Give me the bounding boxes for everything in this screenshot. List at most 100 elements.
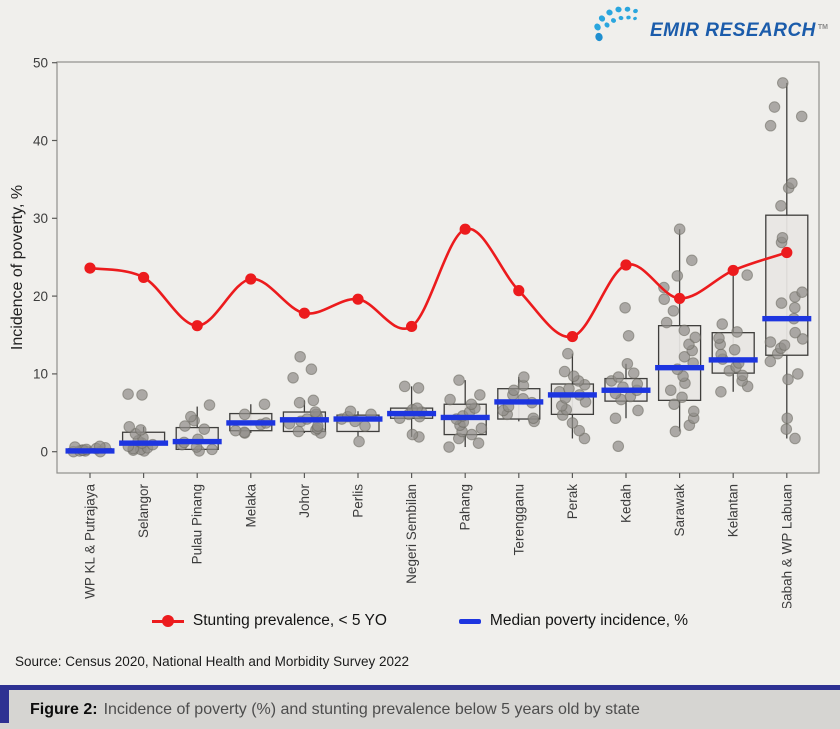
district-point <box>664 384 677 397</box>
median-bar <box>65 448 115 454</box>
district-point <box>307 394 320 407</box>
district-point <box>736 369 749 382</box>
district-point <box>776 231 789 244</box>
stunting-line <box>89 227 788 338</box>
district-point <box>741 269 753 281</box>
x-axis-label: Melaka <box>243 484 258 528</box>
stunting-point <box>620 259 632 271</box>
district-point <box>780 423 793 435</box>
median-bar <box>333 416 383 422</box>
district-point <box>658 281 670 294</box>
district-point <box>778 339 791 351</box>
figure-caption-bar: Figure 2: Incidence of poverty (%) and st… <box>0 685 840 729</box>
district-point <box>453 374 465 386</box>
district-point <box>792 368 804 380</box>
stunting-point <box>459 223 471 235</box>
district-point <box>728 343 741 356</box>
stunting-point <box>406 320 418 333</box>
stunting-point <box>352 293 364 305</box>
source-note: Source: Census 2020, National Health and… <box>15 654 409 669</box>
district-point <box>660 316 673 329</box>
x-axis-label: Pulau Pinang <box>190 484 205 564</box>
logo-trademark: TM <box>817 23 828 31</box>
x-axis-label: WP KL & Putrajaya <box>83 484 98 599</box>
median-bar <box>226 420 276 426</box>
median-bar <box>601 387 651 393</box>
district-point <box>612 440 625 453</box>
poverty-stunting-chart: 0 10 20 30 40 50 Incidence of poverty, % WP KL … <box>9 56 820 608</box>
median-bar <box>387 410 437 417</box>
emir-research-logo: EMIR RESEARCH TM <box>592 6 828 44</box>
district-point <box>566 417 579 429</box>
district-point <box>676 391 688 404</box>
district-point <box>258 398 271 411</box>
caption-accent-block <box>0 690 9 723</box>
stunting-point <box>781 246 793 259</box>
district-point <box>198 423 211 435</box>
district-point <box>687 405 700 418</box>
x-axis-label: Sabah & WP Labuan <box>779 484 794 608</box>
x-axis-label: Perak <box>565 484 580 520</box>
stunting-point <box>298 307 310 319</box>
median-bar <box>119 440 169 446</box>
figure-caption: Figure 2: Incidence of poverty (%) and st… <box>0 701 640 719</box>
district-point <box>412 382 425 394</box>
district-point <box>309 406 322 418</box>
y-tick-label: 30 <box>33 211 48 226</box>
stunting-point <box>138 271 150 284</box>
district-point <box>562 347 574 360</box>
chart-legend: Stunting prevalence, < 5 YO Median pover… <box>0 612 840 630</box>
district-point <box>713 332 725 344</box>
x-axis-label: Perlis <box>351 484 366 518</box>
y-tick-label: 0 <box>40 445 48 460</box>
district-point <box>465 428 478 441</box>
district-point <box>472 437 485 449</box>
y-tick-label: 40 <box>33 133 48 148</box>
district-point <box>796 333 809 345</box>
district-point <box>609 412 622 425</box>
stunting-point <box>245 273 257 285</box>
district-point <box>795 110 808 123</box>
district-point <box>619 301 631 314</box>
district-point <box>573 424 586 437</box>
stunting-point <box>566 330 579 343</box>
district-point <box>669 425 682 438</box>
district-point <box>353 435 365 448</box>
district-point <box>567 370 580 383</box>
district-point <box>776 77 789 89</box>
district-point <box>789 301 801 314</box>
x-axis-label: Negeri Sembilan <box>404 484 419 584</box>
district-point <box>786 177 798 190</box>
district-point <box>465 398 478 411</box>
district-point <box>527 412 540 425</box>
district-point <box>768 101 781 113</box>
stunting-point <box>727 264 739 277</box>
district-point <box>796 286 808 299</box>
district-point <box>789 326 801 339</box>
legend-label-median: Median poverty incidence, % <box>489 612 689 629</box>
x-axis-label: Pahang <box>458 484 473 531</box>
district-point <box>731 326 743 338</box>
median-bar <box>708 357 758 363</box>
district-point <box>668 398 680 411</box>
median-bar <box>279 417 329 423</box>
figure-caption-text: Incidence of poverty (%) and stunting pr… <box>103 700 640 718</box>
district-point <box>287 371 299 384</box>
x-axis-label: Sarawak <box>672 484 687 537</box>
x-axis-label: Kelantan <box>726 484 741 537</box>
district-point <box>658 293 671 306</box>
district-point <box>508 384 520 397</box>
district-point <box>444 393 456 406</box>
median-bar <box>494 399 544 405</box>
district-point <box>716 318 729 330</box>
stunting-point <box>84 262 96 274</box>
median-bar <box>762 315 812 322</box>
district-point <box>474 389 486 401</box>
stunting-point <box>513 285 525 297</box>
plot-panel <box>56 61 820 474</box>
legend-item-median: Median poverty incidence, % <box>458 612 689 630</box>
district-point <box>678 324 691 337</box>
y-tick-label: 20 <box>33 289 48 304</box>
district-point <box>764 119 777 132</box>
